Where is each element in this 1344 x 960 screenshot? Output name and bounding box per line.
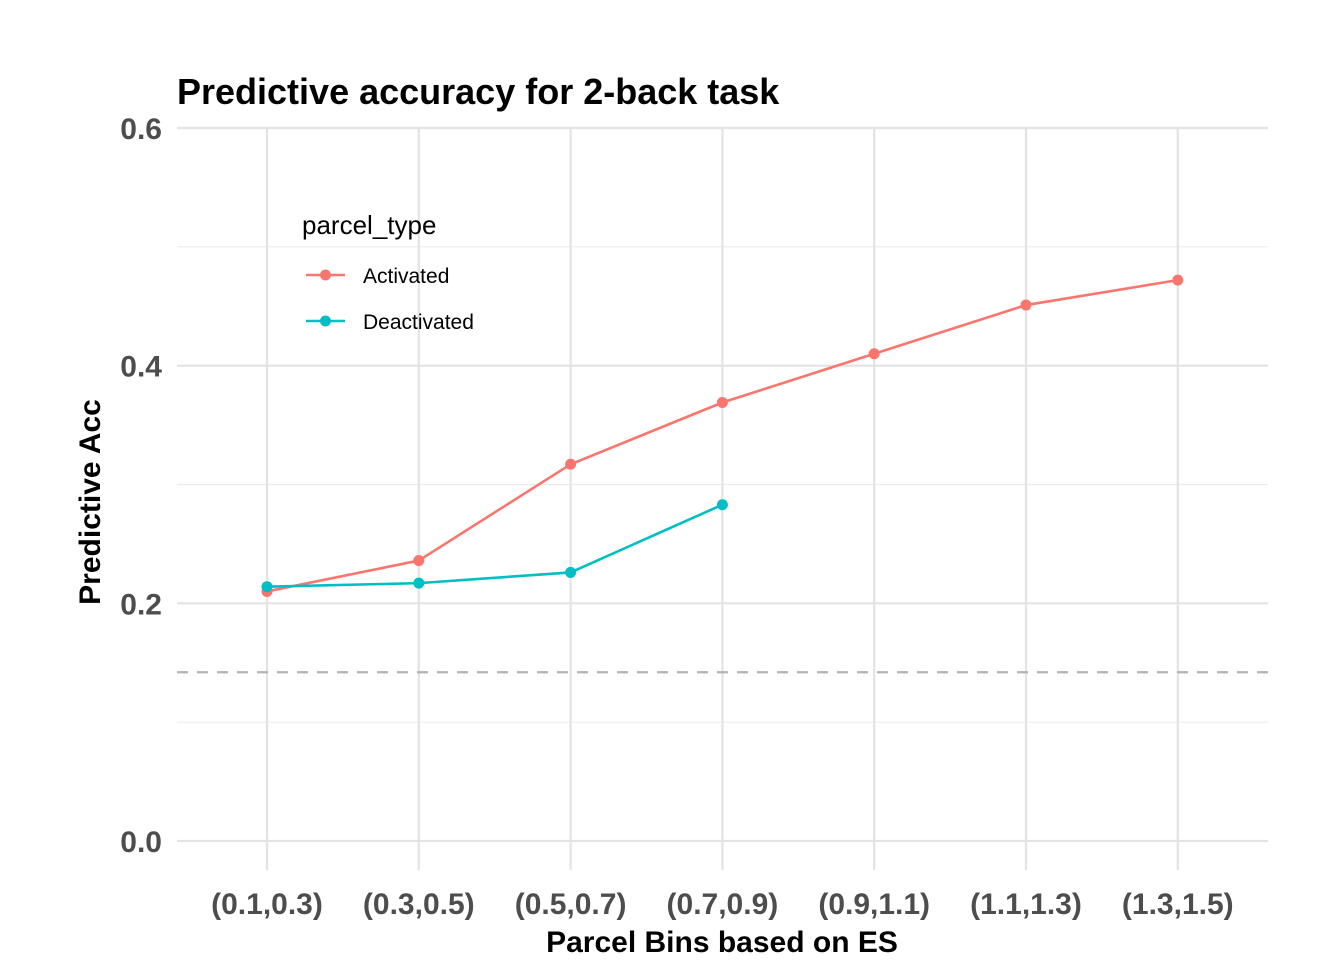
major-gridlines <box>177 126 1268 870</box>
data-point <box>565 566 577 578</box>
legend-label: Deactivated <box>363 311 474 334</box>
chart-title: Predictive accuracy for 2-back task <box>177 71 780 112</box>
legend-title: parcel_type <box>302 210 436 240</box>
series-deactivated <box>261 499 728 593</box>
x-axis-tick-labels: (0.1,0.3) (0.3,0.5) (0.5,0.7) (0.7,0.9) (0.9… <box>211 888 1234 921</box>
x-tick-label: (0.5,0.7) <box>515 888 627 921</box>
legend-item: Activated <box>306 265 449 288</box>
y-tick-label: 0.4 <box>120 351 162 384</box>
legend-label: Activated <box>363 265 449 288</box>
y-tick-label: 0.0 <box>120 826 162 859</box>
y-tick-label: 0.6 <box>120 113 162 146</box>
series-layer <box>261 274 1184 597</box>
x-axis-title: Parcel Bins based on ES <box>546 926 898 959</box>
data-point <box>413 555 425 567</box>
x-tick-label: (0.1,0.3) <box>211 888 323 921</box>
legend: parcel_type Activated Deactivated <box>302 210 474 334</box>
data-point <box>716 499 728 511</box>
data-point <box>413 577 425 589</box>
legend-key-point <box>320 315 331 327</box>
x-tick-label: (0.9,1.1) <box>818 888 930 921</box>
data-point <box>716 397 728 409</box>
data-point <box>1020 299 1032 311</box>
series-line <box>266 503 723 588</box>
x-tick-label: (1.3,1.5) <box>1122 888 1234 921</box>
y-axis-title: Predictive Acc <box>74 399 107 605</box>
data-point <box>868 348 880 360</box>
y-axis-tick-labels: 0.0 0.2 0.4 0.6 <box>120 113 162 859</box>
x-tick-label: (1.1,1.3) <box>970 888 1082 921</box>
legend-key-point <box>320 269 331 281</box>
x-tick-label: (0.3,0.5) <box>363 888 475 921</box>
legend-items: Activated Deactivated <box>306 265 474 334</box>
legend-item: Deactivated <box>306 311 474 334</box>
y-tick-label: 0.2 <box>120 588 162 621</box>
data-point <box>565 458 577 470</box>
x-tick-label: (0.7,0.9) <box>667 888 779 921</box>
data-point <box>261 581 273 593</box>
data-point <box>1172 274 1184 286</box>
